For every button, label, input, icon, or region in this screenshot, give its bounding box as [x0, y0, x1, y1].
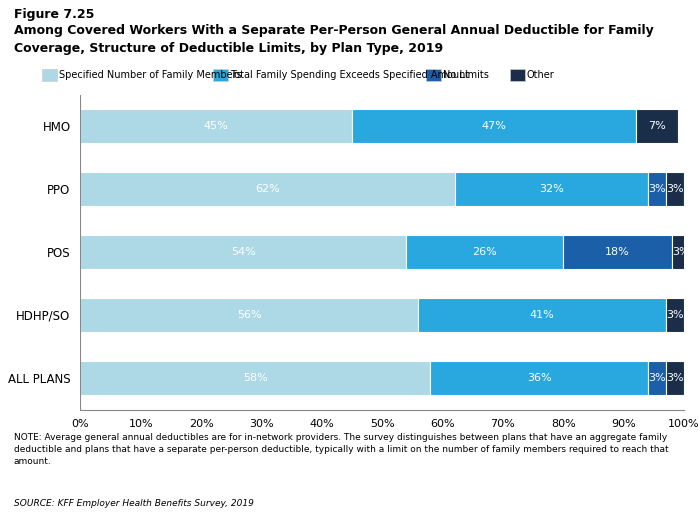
Bar — [666, 298, 684, 332]
Text: 7%: 7% — [648, 121, 666, 131]
Bar — [672, 235, 690, 269]
Bar — [563, 235, 672, 269]
Text: 26%: 26% — [473, 247, 497, 257]
Text: 36%: 36% — [527, 373, 551, 383]
Text: SOURCE: KFF Employer Health Benefits Survey, 2019: SOURCE: KFF Employer Health Benefits Sur… — [14, 499, 254, 508]
Bar — [431, 361, 648, 395]
Bar — [352, 109, 636, 143]
Bar — [648, 172, 666, 206]
Text: 56%: 56% — [237, 310, 262, 320]
Bar — [636, 109, 678, 143]
Text: 3%: 3% — [666, 310, 684, 320]
Text: 3%: 3% — [648, 184, 666, 194]
Text: 41%: 41% — [530, 310, 554, 320]
Bar — [418, 298, 666, 332]
Text: Among Covered Workers With a Separate Per-Person General Annual Deductible for F: Among Covered Workers With a Separate Pe… — [14, 24, 654, 37]
Text: 3%: 3% — [666, 373, 684, 383]
Bar — [406, 235, 563, 269]
Text: Total Family Spending Exceeds Specified Amount: Total Family Spending Exceeds Specified … — [230, 69, 470, 80]
Bar — [666, 172, 684, 206]
Bar — [80, 361, 431, 395]
Text: 3%: 3% — [666, 184, 684, 194]
Bar — [648, 361, 666, 395]
Text: Other: Other — [527, 69, 555, 80]
Text: 62%: 62% — [255, 184, 280, 194]
Text: 3%: 3% — [648, 373, 666, 383]
Text: 32%: 32% — [539, 184, 563, 194]
Bar — [80, 298, 418, 332]
Text: 58%: 58% — [243, 373, 268, 383]
Bar — [80, 235, 406, 269]
Text: 54%: 54% — [231, 247, 255, 257]
Text: 18%: 18% — [605, 247, 630, 257]
Text: Specified Number of Family Members: Specified Number of Family Members — [59, 69, 242, 80]
Text: 47%: 47% — [482, 121, 506, 131]
Text: NOTE: Average general annual deductibles are for in-network providers. The surve: NOTE: Average general annual deductibles… — [14, 433, 669, 466]
Text: 45%: 45% — [204, 121, 228, 131]
Bar — [454, 172, 648, 206]
Text: 3%: 3% — [672, 247, 690, 257]
Bar — [80, 172, 454, 206]
Text: No Limits: No Limits — [443, 69, 489, 80]
Text: Coverage, Structure of Deductible Limits, by Plan Type, 2019: Coverage, Structure of Deductible Limits… — [14, 42, 443, 55]
Text: Figure 7.25: Figure 7.25 — [14, 8, 94, 21]
Bar — [80, 109, 352, 143]
Bar — [666, 361, 684, 395]
